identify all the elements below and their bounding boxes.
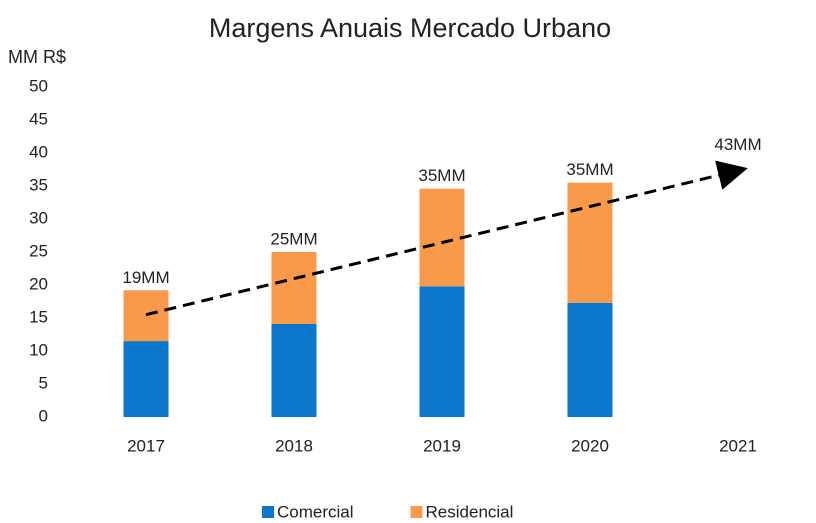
y-tick-label: 20 (29, 274, 48, 293)
bar-segment (271, 252, 317, 324)
x-tick-label: 2021 (719, 436, 757, 455)
x-tick-label: 2018 (275, 436, 313, 455)
legend-swatch (262, 506, 274, 518)
trend-arrow (145, 160, 748, 317)
bar-segment (271, 323, 317, 417)
y-axis-label: MM R$ (8, 47, 66, 67)
y-tick-label: 40 (29, 142, 48, 161)
bar-segment (419, 286, 465, 417)
x-tick-label: 2019 (423, 436, 461, 455)
y-tick-label: 0 (39, 406, 48, 425)
legend-label: Residencial (426, 502, 514, 521)
y-tick-label: 35 (29, 175, 48, 194)
y-tick-label: 30 (29, 208, 48, 227)
legend-swatch (410, 506, 423, 518)
value-label: 35MM (418, 166, 465, 185)
bar-segment (567, 182, 613, 303)
y-tick-label: 10 (29, 340, 48, 359)
chart-title: Margens Anuais Mercado Urbano (209, 13, 611, 43)
bar-segment (123, 290, 169, 342)
y-tick-label: 25 (29, 241, 48, 260)
bar-segment (419, 188, 465, 287)
y-tick-label: 50 (29, 76, 48, 95)
legend-label: Comercial (277, 502, 354, 521)
value-label: 19MM (122, 268, 169, 287)
value-label: 25MM (270, 229, 317, 248)
value-label: 43MM (714, 135, 761, 154)
x-tick-label: 2020 (571, 436, 609, 455)
y-tick-label: 45 (29, 109, 48, 128)
bar-segment (123, 341, 169, 417)
y-tick-label: 15 (29, 307, 48, 326)
value-label: 35MM (566, 160, 613, 179)
x-tick-label: 2017 (127, 436, 165, 455)
y-tick-label: 5 (39, 373, 48, 392)
bar-segment (567, 302, 613, 417)
